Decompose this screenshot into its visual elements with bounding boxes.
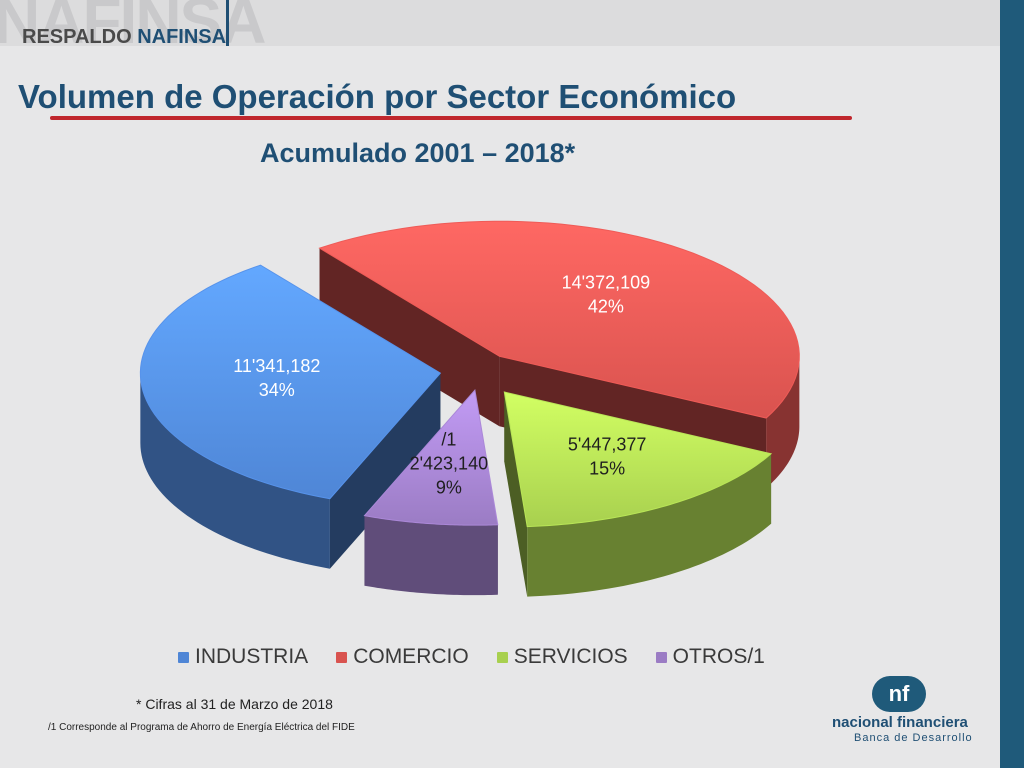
footnote-date: * Cifras al 31 de Marzo de 2018 [136,696,333,712]
pie-slice-otros [363,389,499,596]
nacional-financiera-tagline: Banca de Desarrollo [854,732,973,744]
legend-swatch-otros [655,651,667,663]
chart-subtitle: Acumulado 2001 – 2018* [260,138,576,168]
chart-legend: INDUSTRIA COMERCIO SERVICIOS OTROS/1 [178,644,765,670]
page-title: Volumen de Operación por Sector Económic… [18,78,737,115]
pie-chart: 11'341,182 34% 14'372,109 42% 5'447,377 15% /1… [139,220,800,597]
legend-swatch-industria [178,651,189,663]
legend-label-comercio: COMERCIO [353,645,469,668]
legend-label-otros: OTROS/1 [672,645,765,668]
legend-item-servicios: SERVICIOS [496,645,628,669]
title-underline [50,116,852,120]
nafinsa-watermark-logo: NAFINSA [0,0,266,57]
legend-item-industria: INDUSTRIA [178,645,308,669]
data-label-servicios: 5'447,377 15% [568,435,647,479]
legend-swatch-comercio [336,651,348,663]
legend-item-comercio: COMERCIO [336,645,469,669]
legend-label-industria: INDUSTRIA [195,645,309,668]
legend-label-servicios: SERVICIOS [513,645,628,668]
logo-divider [226,0,229,46]
data-label-industria: 11'341,182 34% [233,356,320,400]
nacional-financiera-name: nacional financiera [832,714,968,731]
data-label-otros: /1 2'423,140 9% [410,430,489,498]
header-band [0,0,1000,46]
logo-prefix: RESPALDO [22,26,132,48]
legend-swatch-servicios [496,651,508,663]
pie-slice-industria [139,264,442,569]
footnote-fide: /1 Corresponde al Programa de Ahorro de … [48,722,355,733]
respaldo-nafinsa-logo: RESPALDO NAFINSA [22,26,226,49]
pie-slice-servicios [503,391,773,597]
right-accent-bar [1000,0,1024,768]
nacional-financiera-logo-icon: nf [872,676,926,712]
data-label-comercio: 14'372,109 42% [562,273,651,317]
legend-item-otros: OTROS/1 [655,645,765,669]
logo-brand: NAFINSA [137,26,227,48]
